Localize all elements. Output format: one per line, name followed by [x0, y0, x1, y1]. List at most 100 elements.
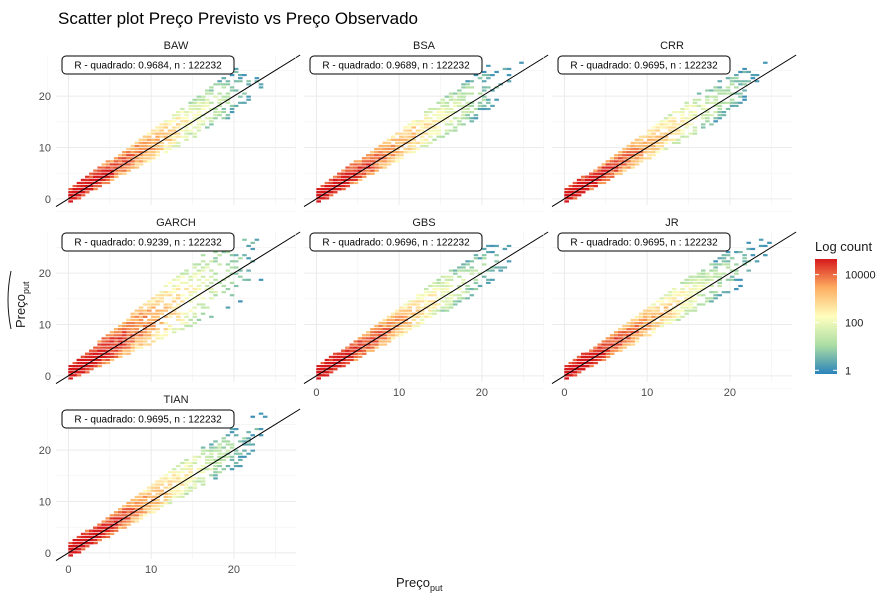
density-bin [213, 110, 218, 114]
density-bin [184, 123, 189, 126]
density-bin [192, 486, 198, 489]
density-bin [403, 306, 408, 309]
density-bin [713, 120, 718, 123]
density-bin [705, 281, 710, 284]
annotation-text: R - quadrado: 0.9696, n : 122232 [322, 238, 470, 249]
density-bin [147, 300, 152, 303]
density-bin [134, 331, 140, 334]
density-bin [692, 297, 698, 300]
density-bin [76, 551, 82, 554]
density-bin [204, 98, 210, 101]
density-bin [643, 135, 648, 138]
density-bin [419, 294, 425, 297]
legend-colorbar [815, 259, 837, 374]
density-bin [643, 144, 648, 148]
density-bin [349, 355, 355, 358]
density-bin [634, 324, 640, 328]
density-bin [200, 483, 206, 486]
density-bin [432, 126, 437, 129]
density-bin [196, 303, 202, 306]
density-bin [585, 181, 590, 185]
density-bin [659, 321, 665, 325]
density-bin [452, 300, 458, 303]
density-bin [184, 135, 189, 138]
density-bin [564, 365, 569, 368]
density-bin [147, 318, 152, 321]
density-bin [151, 300, 156, 303]
density-bin [213, 440, 218, 443]
density-bin [122, 520, 127, 523]
density-bin [448, 284, 454, 288]
density-bin [163, 291, 169, 294]
density-bin [692, 278, 698, 281]
density-bin [465, 260, 470, 263]
density-bin [204, 306, 210, 309]
density-bin [192, 132, 198, 135]
facet-strip-label: GARCH [156, 217, 196, 229]
density-bin [196, 480, 202, 483]
density-bin [200, 480, 206, 483]
density-bin [97, 346, 102, 349]
density-bin [390, 312, 396, 315]
density-bin [130, 328, 136, 331]
density-bin [692, 306, 698, 309]
density-bin [357, 355, 363, 358]
density-bin [167, 291, 173, 294]
density-bin [609, 334, 615, 337]
density-bin [163, 315, 169, 318]
density-bin [155, 315, 160, 318]
density-bin [734, 269, 739, 272]
density-bin [378, 144, 384, 148]
density-bin [374, 169, 379, 172]
density-bin [490, 266, 495, 269]
x-tick-label: 10 [641, 387, 653, 399]
density-bin [382, 324, 388, 328]
density-bin [254, 238, 260, 241]
density-bin [580, 352, 586, 355]
density-bin [105, 163, 111, 166]
density-bin [122, 511, 127, 514]
density-bin [130, 331, 136, 334]
density-bin [262, 415, 268, 418]
density-bin [229, 294, 235, 297]
density-bin [337, 184, 342, 188]
density-bin [428, 123, 433, 126]
density-bin [399, 306, 404, 309]
density-bin [667, 321, 673, 325]
density-bin [180, 471, 185, 474]
density-bin [200, 312, 206, 315]
density-bin [659, 318, 665, 321]
density-bin [167, 486, 173, 489]
density-bin [490, 74, 495, 77]
density-bin [688, 291, 694, 294]
density-bin [721, 257, 727, 260]
density-bin [428, 132, 433, 135]
density-bin [89, 538, 94, 542]
density-bin [188, 318, 193, 321]
density-bin [101, 163, 107, 166]
density-bin [159, 309, 164, 312]
density-bin [709, 291, 714, 294]
density-bin [738, 92, 743, 95]
density-bin [246, 278, 251, 281]
density-bin [680, 300, 685, 303]
density-bin [176, 123, 181, 126]
density-bin [196, 263, 202, 266]
density-bin [242, 254, 247, 257]
density-bin [167, 477, 173, 480]
density-bin [419, 315, 425, 318]
density-bin [655, 306, 660, 309]
density-bin [419, 129, 425, 132]
y-axis-title-hat [7, 270, 12, 330]
density-bin [457, 104, 462, 107]
density-bin [320, 197, 326, 200]
density-bin [469, 266, 475, 269]
density-bin [80, 178, 86, 181]
density-bin [97, 181, 102, 185]
density-bin [634, 318, 640, 321]
density-bin [700, 104, 706, 107]
density-bin [667, 300, 673, 303]
density-bin [84, 365, 90, 368]
identity-line [55, 54, 301, 207]
